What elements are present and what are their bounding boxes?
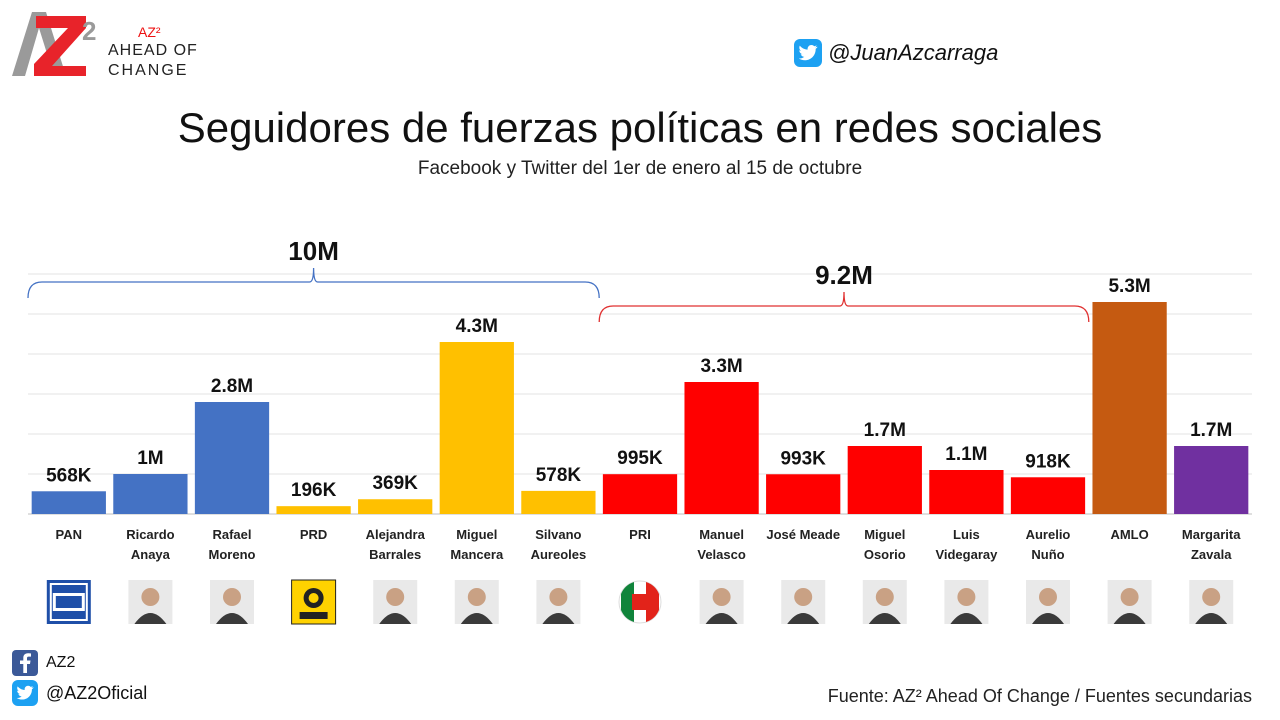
bar-chart: 568K PAN 1M Ricardo Anaya 2.8M Rafael Moreno 196… xyxy=(27,236,1252,625)
twitter-handle-text: @JuanAzcarraga xyxy=(828,40,999,65)
bar xyxy=(358,499,433,514)
data-label: 5.3M xyxy=(1108,276,1150,297)
bar xyxy=(439,342,514,514)
category-label: José Meade xyxy=(766,527,840,542)
az2-logo: 2 AZ² AHEAD OF CHANGE xyxy=(12,10,212,80)
bar xyxy=(1092,302,1167,514)
data-label: 369K xyxy=(372,473,418,494)
photo-luis-videgaray-icon xyxy=(944,580,989,624)
group-total-label: 9.2M xyxy=(815,260,873,290)
category-label: Margarita Zavala xyxy=(1182,527,1241,562)
data-label: 196K xyxy=(291,480,337,501)
photo-miguel-mancera-icon xyxy=(454,580,499,624)
chart-subtitle: Facebook y Twitter del 1er de enero al 1… xyxy=(417,158,863,179)
data-label: 578K xyxy=(536,465,582,486)
group-total-label: 10M xyxy=(288,236,339,266)
data-label: 568K xyxy=(46,465,92,486)
data-label: 918K xyxy=(1025,451,1071,472)
twitter-handle: @JuanAzcarraga xyxy=(788,38,998,68)
data-label: 2.8M xyxy=(211,376,253,397)
facebook-icon xyxy=(12,650,38,676)
category-label: PRI xyxy=(629,527,651,542)
source-note: Fuente: AZ² Ahead Of Change / Fuentes se… xyxy=(827,686,1252,706)
bar xyxy=(31,491,106,514)
photo-ricardo-anaya-icon xyxy=(128,580,173,624)
prd-logo-icon xyxy=(291,579,337,625)
bar xyxy=(194,402,270,514)
photo-amlo-icon xyxy=(1107,580,1152,624)
data-label: 1.7M xyxy=(864,420,906,441)
bar xyxy=(113,474,188,514)
data-label: 1M xyxy=(137,448,163,469)
az2-logo-mark: 2 xyxy=(12,12,96,76)
category-label: PRD xyxy=(300,527,327,542)
data-label: 3.3M xyxy=(700,356,742,377)
twitter-account: @AZ2Oficial xyxy=(12,680,147,706)
pri-logo-icon xyxy=(618,580,662,624)
photo-rafael-moreno-icon xyxy=(210,580,254,624)
category-label: Rafael Moreno xyxy=(209,527,256,562)
logo-line-1: AHEAD OF xyxy=(108,42,198,59)
logo-line-2: CHANGE xyxy=(108,62,189,79)
pan-logo-icon xyxy=(46,580,91,624)
bar xyxy=(602,474,678,514)
facebook-label: AZ2 xyxy=(46,654,76,671)
facebook-account: AZ2 xyxy=(12,650,75,676)
bar xyxy=(1010,477,1086,514)
category-label: PAN xyxy=(56,527,82,542)
bar xyxy=(276,506,351,514)
bar xyxy=(929,470,1004,514)
category-label: Aurelio Nuño xyxy=(1026,527,1071,562)
photo-miguel-osorio-icon xyxy=(862,580,907,624)
photo-alejandra-barrales-icon xyxy=(373,580,418,624)
bar xyxy=(847,446,922,514)
bar xyxy=(521,490,596,514)
category-label: Manuel Velasco xyxy=(697,527,745,562)
category-label: AMLO xyxy=(1110,527,1148,542)
chart-title: Seguidores de fuerzas políticas en redes… xyxy=(177,104,1103,151)
twitter-icon xyxy=(794,39,822,67)
photo-manuel-velasco-icon xyxy=(699,580,744,624)
twitter-account-label: @AZ2Oficial xyxy=(46,682,148,703)
logo-superscript: AZ² xyxy=(138,24,161,40)
group-bracket xyxy=(27,267,600,299)
category-label: Alejandra Barrales xyxy=(366,527,426,562)
photo-aurelio-nuno-icon xyxy=(1026,580,1070,624)
twitter-small-icon xyxy=(12,680,38,706)
category-label: Luis Videgaray xyxy=(935,527,998,562)
bar xyxy=(766,474,841,514)
category-label: Silvano Aureoles xyxy=(531,527,587,562)
svg-text:2: 2 xyxy=(82,16,96,46)
data-label: 995K xyxy=(617,448,663,469)
category-label: Ricardo Anaya xyxy=(126,527,174,562)
group-bracket xyxy=(598,291,1090,323)
data-label: 993K xyxy=(780,448,826,469)
data-label: 4.3M xyxy=(456,316,498,337)
category-label: Miguel Osorio xyxy=(864,527,906,562)
photo-jose-meade-icon xyxy=(781,580,826,624)
data-label: 1.7M xyxy=(1190,420,1232,441)
category-label: Miguel Mancera xyxy=(450,527,504,562)
bar xyxy=(684,382,759,514)
bar xyxy=(1174,446,1249,514)
photo-margarita-zavala-icon xyxy=(1189,580,1234,624)
data-label: 1.1M xyxy=(945,444,987,465)
photo-silvano-aureoles-icon xyxy=(536,580,581,624)
